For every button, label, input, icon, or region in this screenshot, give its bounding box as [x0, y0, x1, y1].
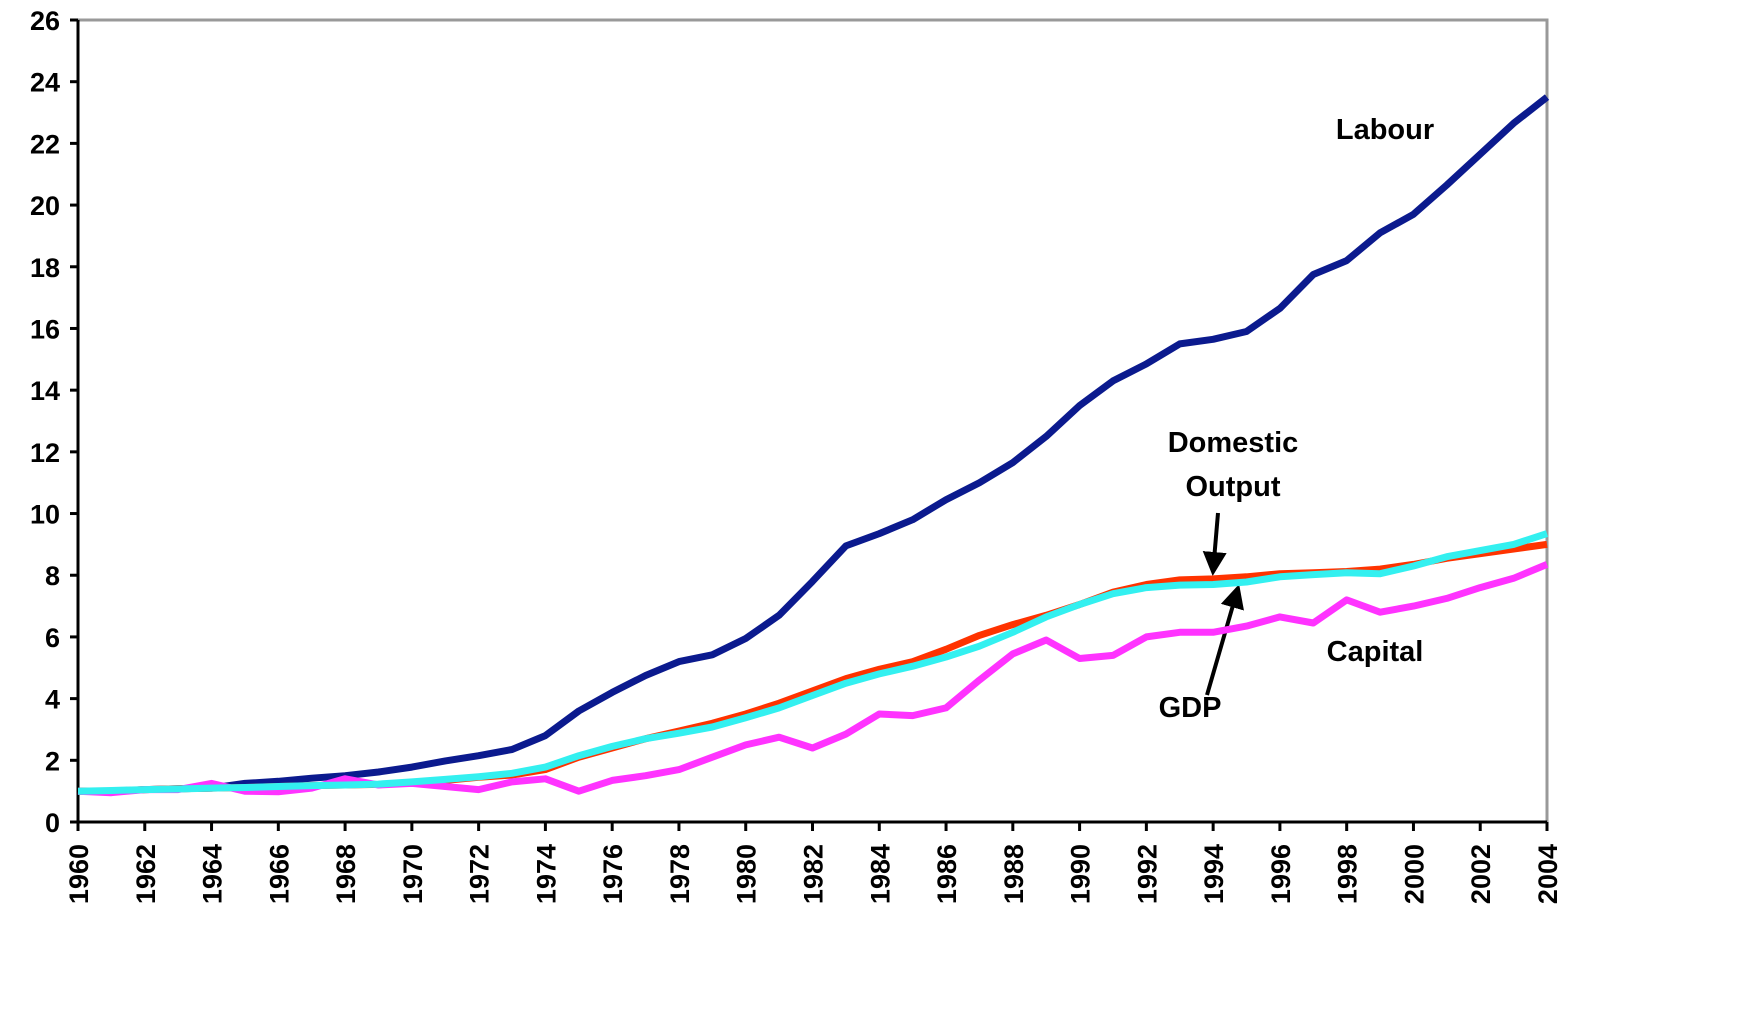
x-tick-label: 1978 — [665, 844, 695, 904]
x-tick-label: 1962 — [131, 844, 161, 904]
x-tick-label: 1960 — [64, 844, 94, 904]
y-tick-label: 14 — [30, 376, 60, 406]
x-tick-label: 1994 — [1199, 844, 1229, 904]
y-tick-label: 6 — [45, 623, 60, 653]
x-tick-label: 2004 — [1533, 844, 1563, 904]
y-tick-label: 0 — [45, 808, 60, 838]
y-tick-label: 16 — [30, 314, 60, 344]
x-tick-label: 1992 — [1132, 844, 1162, 904]
x-tick-label: 1988 — [999, 844, 1029, 904]
x-tick-label: 1986 — [932, 844, 962, 904]
x-tick-label: 1982 — [799, 844, 829, 904]
y-tick-label: 12 — [30, 438, 60, 468]
y-tick-label: 24 — [30, 68, 60, 98]
y-tick-label: 18 — [30, 253, 60, 283]
x-tick-label: 1984 — [865, 844, 895, 904]
x-tick-label: 2002 — [1466, 844, 1496, 904]
series-line — [77, 530, 1549, 795]
y-tick-label: 10 — [30, 500, 60, 530]
y-tick-label: 26 — [30, 6, 60, 36]
y-tick-label: 22 — [30, 129, 60, 159]
arrow — [1202, 512, 1227, 576]
y-tick-label: 2 — [45, 746, 60, 776]
x-tick-label: 1974 — [531, 844, 561, 904]
series-line — [78, 94, 1550, 795]
series-label: Domestic Output — [1167, 427, 1299, 503]
x-tick-label: 1966 — [264, 844, 294, 904]
x-tick-label: 1996 — [1266, 844, 1296, 904]
series-label: GDP — [1158, 692, 1222, 724]
x-tick-label: 1972 — [465, 844, 495, 904]
arrow — [1205, 584, 1244, 696]
y-tick-label: 4 — [45, 685, 60, 715]
series-line — [77, 561, 1549, 797]
arrows — [1202, 512, 1244, 696]
y-tick-label: 8 — [45, 561, 60, 591]
x-tick-label: 1970 — [398, 844, 428, 904]
x-tick-label: 1990 — [1066, 844, 1096, 904]
x-tick-label: 1998 — [1333, 844, 1363, 904]
x-tick-label: 2000 — [1399, 844, 1429, 904]
x-tick-label: 1964 — [198, 844, 228, 904]
y-tick-label: 20 — [30, 191, 60, 221]
series-label: Capital — [1326, 636, 1424, 668]
x-tick-label: 1980 — [732, 844, 762, 904]
x-tick-label: 1968 — [331, 844, 361, 904]
x-tick-label: 1976 — [598, 844, 628, 904]
series-label: Labour — [1335, 114, 1435, 146]
